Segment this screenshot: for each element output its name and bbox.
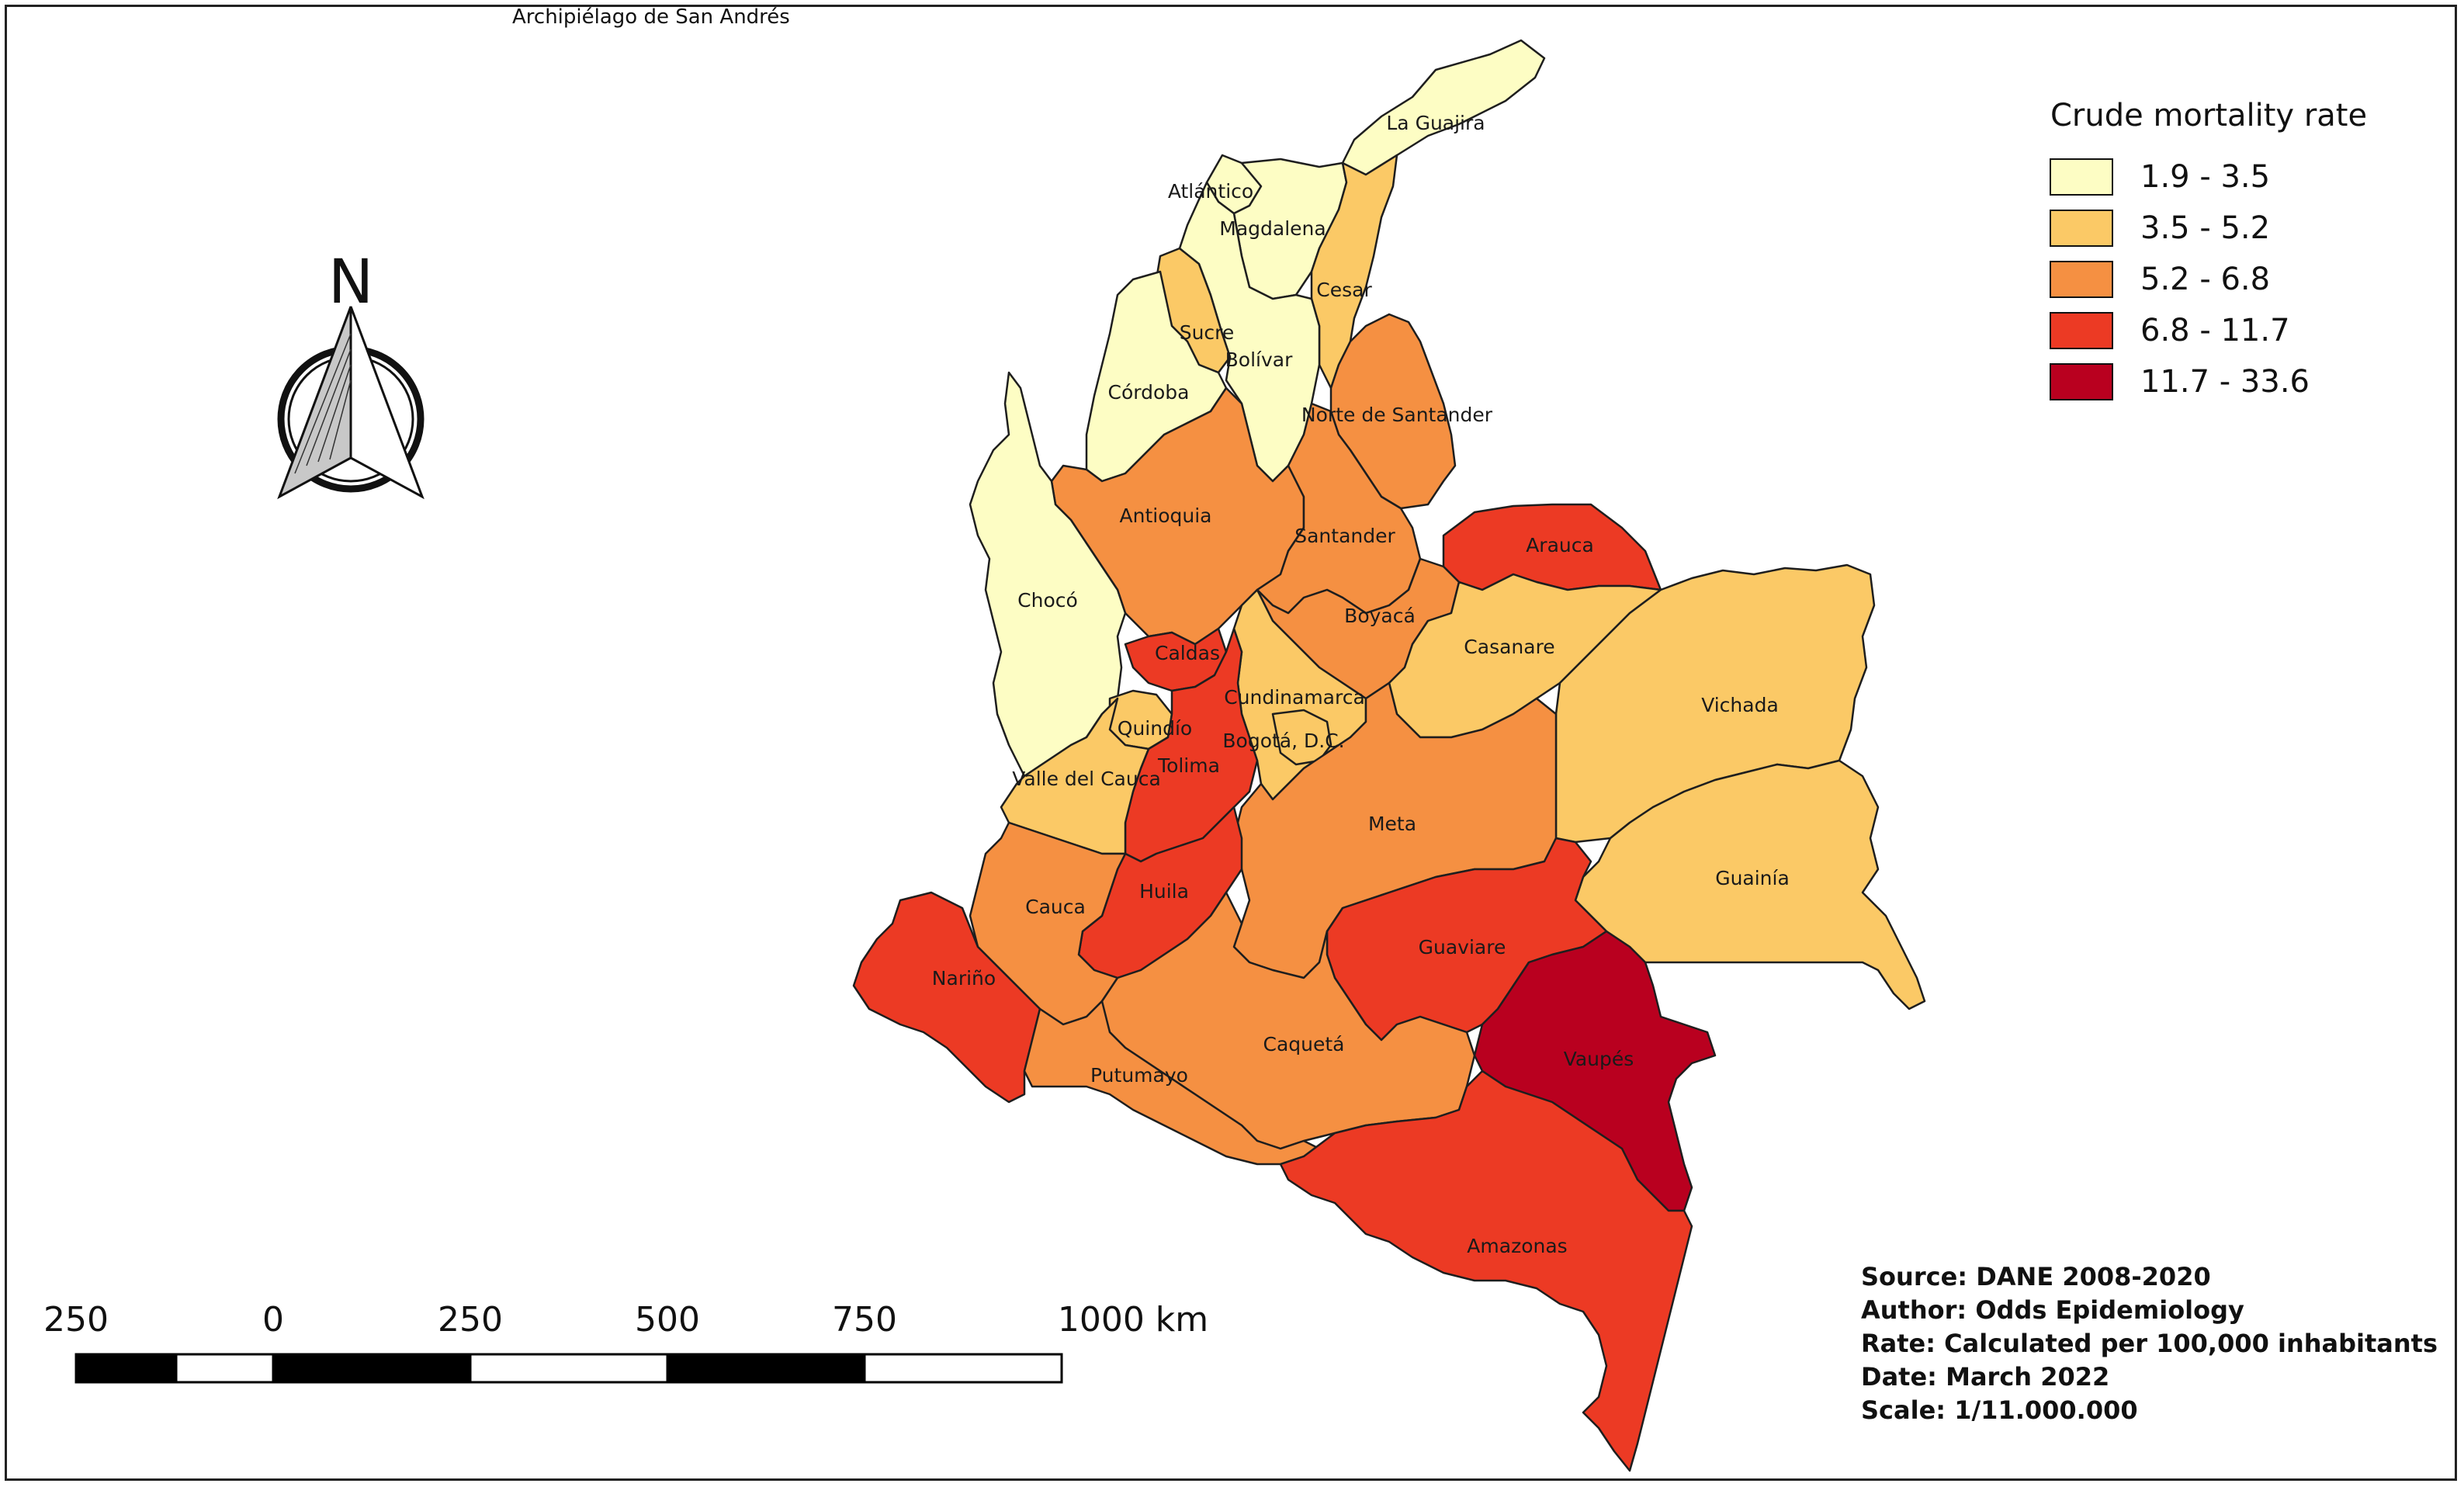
label-guainia: Guainía <box>1715 867 1790 889</box>
info-rate: Rate: Calculated per 100,000 inhabitants <box>1861 1329 2438 1358</box>
label-caldas: Caldas <box>1155 642 1220 664</box>
scale-segment <box>272 1353 472 1384</box>
dept-bogota[interactable]: Bogotá, D.C. <box>1271 709 1333 766</box>
label-bogota: Bogotá, D.C. <box>1222 730 1344 752</box>
label-magdalena: Magdalena <box>1219 217 1326 240</box>
label-vichada: Vichada <box>1701 694 1779 716</box>
label-tolima: Tolima <box>1157 754 1220 777</box>
label-guaviare: Guaviare <box>1419 936 1506 958</box>
label-antioquia: Antioquia <box>1120 504 1212 527</box>
label-cordoba: Córdoba <box>1108 381 1190 404</box>
legend-title: Crude mortality rate <box>2050 98 2367 133</box>
scale-segment <box>863 1353 1063 1384</box>
label-choco: Chocó <box>1017 589 1078 612</box>
north-arrow-icon: N <box>277 248 425 500</box>
department-labels: La Guajira Atlántico Magdalena Cesar Suc… <box>932 112 1790 1257</box>
legend: Crude mortality rate 1.9 - 3.5 3.5 - 5.2 5… <box>2050 98 2367 400</box>
label-cauca: Cauca <box>1025 896 1086 918</box>
legend-label: 6.8 - 11.7 <box>2140 313 2290 348</box>
label-sucre: Sucre <box>1180 321 1235 344</box>
label-boyaca: Boyacá <box>1344 605 1416 627</box>
dept-magdalena[interactable]: Magdalena <box>1232 158 1348 300</box>
legend-label: 11.7 - 33.6 <box>2140 364 2310 400</box>
scale-label: 250 <box>438 1300 503 1340</box>
north-letter: N <box>328 248 373 317</box>
scale-label: 750 <box>832 1300 897 1340</box>
dept-narino[interactable]: Nariño <box>852 891 1041 1104</box>
label-narino: Nariño <box>932 967 996 990</box>
scale-segment <box>666 1353 866 1384</box>
label-valle-del-cauca: Valle del Cauca <box>1012 768 1161 790</box>
legend-swatch <box>2050 363 2113 400</box>
legend-swatch <box>2050 261 2113 298</box>
scale-bar: 250 0 250 500 750 1000 km <box>43 1300 1208 1384</box>
label-putumayo: Putumayo <box>1090 1064 1188 1087</box>
scale-segment <box>469 1353 669 1384</box>
dept-amazonas[interactable]: Amazonas <box>1279 1069 1693 1472</box>
label-vaupes: Vaupés <box>1564 1048 1634 1070</box>
legend-swatch <box>2050 158 2113 196</box>
label-caqueta: Caquetá <box>1263 1033 1345 1055</box>
label-huila: Huila <box>1139 880 1189 903</box>
info-date: Date: March 2022 <box>1861 1362 2109 1392</box>
scale-label: 500 <box>635 1300 700 1340</box>
dept-casanare[interactable]: Casanare <box>1388 573 1662 739</box>
label-amazonas: Amazonas <box>1467 1235 1567 1257</box>
label-casanare: Casanare <box>1464 636 1554 658</box>
scale-label: 1000 km <box>1058 1300 1208 1340</box>
legend-swatch <box>2050 210 2113 247</box>
label-meta: Meta <box>1368 813 1416 835</box>
label-norte-de-santander: Norte de Santander <box>1301 404 1493 426</box>
map-frame <box>5 5 2457 1481</box>
label-bolivar: Bolívar <box>1225 348 1293 371</box>
scale-segment <box>75 1353 178 1384</box>
legend-swatch <box>2050 312 2113 349</box>
info-scale: Scale: 1/11.000.000 <box>1861 1395 2138 1425</box>
info-author: Author: Odds Epidemiology <box>1861 1295 2244 1325</box>
info-source: Source: DANE 2008-2020 <box>1861 1262 2211 1291</box>
label-quindio: Quindío <box>1118 717 1192 740</box>
label-santander: Santander <box>1294 525 1395 547</box>
legend-label: 5.2 - 6.8 <box>2140 262 2270 297</box>
scale-label: 250 <box>43 1300 109 1340</box>
scale-segment <box>175 1353 275 1384</box>
label-la-guajira: La Guajira <box>1386 112 1485 134</box>
label-arauca: Arauca <box>1526 534 1594 556</box>
map-info: Source: DANE 2008-2020 Author: Odds Epid… <box>1861 1262 2438 1425</box>
label-atlantico: Atlántico <box>1168 180 1253 203</box>
dept-la-guajira[interactable]: La Guajira <box>1341 39 1546 184</box>
legend-label: 3.5 - 5.2 <box>2140 210 2270 246</box>
departments-layer: La Guajira Atlántico Magdalena Cesar Suc… <box>852 39 1926 1472</box>
label-cesar: Cesar <box>1316 279 1372 301</box>
legend-label: 1.9 - 3.5 <box>2140 159 2270 195</box>
scale-label: 0 <box>262 1300 284 1340</box>
label-cundinamarca: Cundinamarca <box>1224 686 1365 709</box>
inset-label: Archipiélago de San Andrés <box>512 5 790 29</box>
